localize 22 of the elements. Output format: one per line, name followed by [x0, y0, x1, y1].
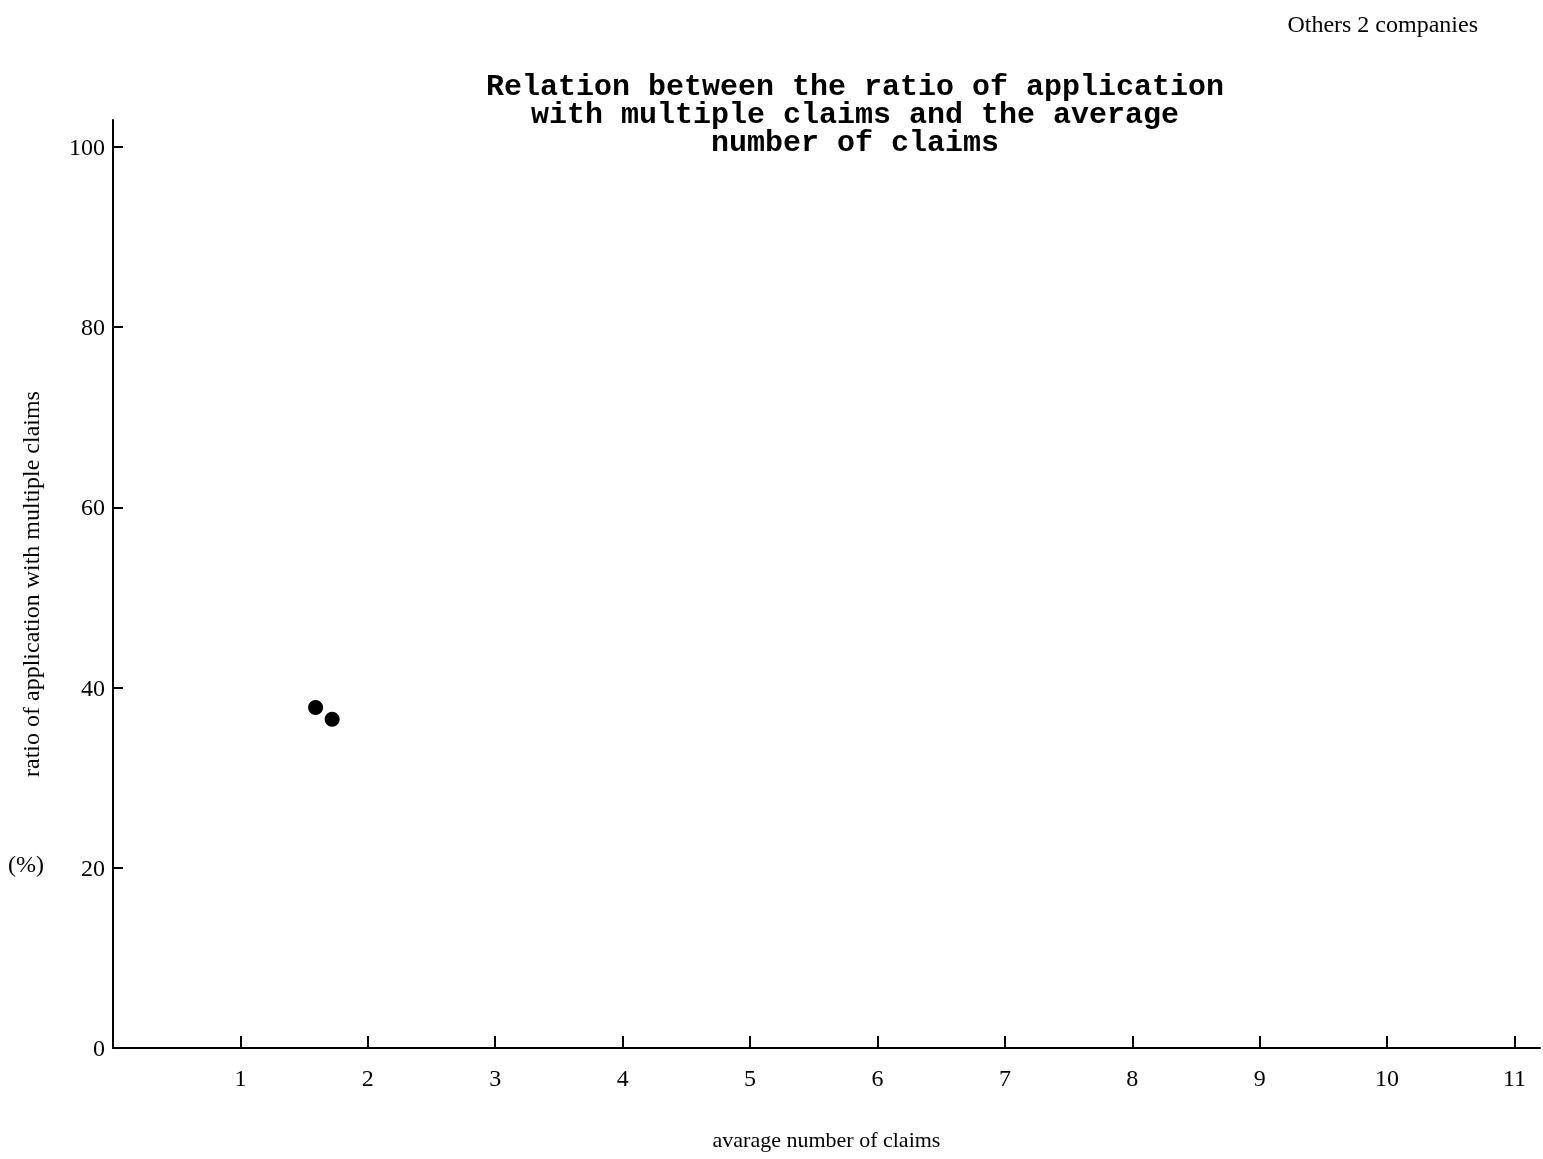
x-tick-label: 9 [1253, 1065, 1266, 1091]
x-axis-title: avarage number of claims [712, 1126, 941, 1152]
y-tick-label: 60 [81, 494, 105, 521]
x-tick-label: 4 [616, 1065, 629, 1091]
y-tick-label: 80 [81, 314, 105, 341]
x-tick-label: 3 [489, 1065, 502, 1091]
text: Others 2 companies [1287, 11, 1479, 37]
y-tick-label: 20 [81, 854, 105, 881]
x-tick-label: 2 [361, 1065, 374, 1091]
x-tick-label: 10 [1375, 1065, 1400, 1091]
y-tick-label: 0 [93, 1035, 105, 1061]
x-tick-label: 6 [871, 1065, 884, 1091]
x-tick-label: 11 [1502, 1065, 1527, 1091]
x-tick-label: 7 [998, 1065, 1011, 1091]
y-axis-title: ratio of application with multiple claims [18, 391, 44, 777]
x-tick-label: 8 [1126, 1065, 1139, 1091]
x-tick-label: 5 [744, 1065, 757, 1091]
chart-title: Relation between the ratio of application with multiple claims and the average number of claims [485, 70, 1225, 160]
text: (%) [8, 851, 44, 877]
y-tick-label: 100 [69, 134, 105, 161]
x-tick-label: 1 [234, 1065, 247, 1091]
y-tick-label: 40 [81, 674, 105, 701]
